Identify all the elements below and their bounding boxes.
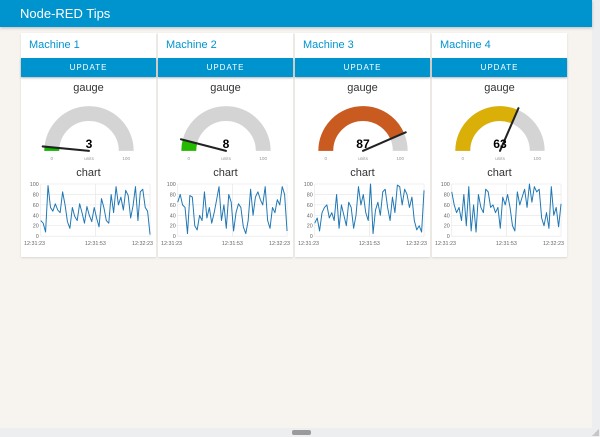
- svg-text:units: units: [84, 156, 94, 161]
- svg-text:60: 60: [307, 203, 313, 209]
- svg-text:12:31:23: 12:31:23: [24, 241, 45, 247]
- svg-text:100: 100: [122, 156, 130, 161]
- gauge-svg: 8 0 units 100: [179, 106, 271, 161]
- gauge-title: gauge: [347, 82, 378, 94]
- gauge-widget: 63 0 units 100: [432, 95, 567, 162]
- svg-text:40: 40: [444, 213, 450, 219]
- chart-title: chart: [487, 167, 512, 179]
- svg-text:8: 8: [222, 137, 229, 151]
- svg-text:20: 20: [33, 224, 39, 230]
- svg-text:12:31:23: 12:31:23: [435, 241, 456, 247]
- group-card-machine-4: Machine 4 UPDATE gauge 63 0 units 100 chart…: [432, 33, 567, 257]
- svg-text:12:31:53: 12:31:53: [496, 241, 517, 247]
- update-button[interactable]: UPDATE: [432, 58, 567, 77]
- chart-svg: 0 20 40 60 80 100 12:31:23 12:31:53 12:32:23: [24, 182, 153, 247]
- group-card-machine-2: Machine 2 UPDATE gauge 8 0 units 100 chart …: [158, 33, 293, 257]
- gauge-widget: 87 0 units 100: [295, 95, 430, 162]
- svg-text:40: 40: [307, 213, 313, 219]
- resize-grip-icon: [592, 429, 599, 436]
- gauge-widget: 3 0 units 100: [21, 95, 156, 162]
- svg-text:0: 0: [36, 234, 39, 240]
- svg-text:100: 100: [441, 182, 450, 188]
- group-card-machine-3: Machine 3 UPDATE gauge 87 0 units 100 chart…: [295, 33, 430, 257]
- svg-text:units: units: [495, 156, 505, 161]
- svg-text:100: 100: [396, 156, 404, 161]
- svg-text:0: 0: [461, 156, 464, 161]
- svg-text:12:32:23: 12:32:23: [269, 241, 290, 247]
- svg-text:63: 63: [493, 137, 507, 151]
- svg-text:100: 100: [259, 156, 267, 161]
- svg-text:80: 80: [307, 192, 313, 198]
- svg-text:0: 0: [50, 156, 53, 161]
- svg-text:80: 80: [444, 192, 450, 198]
- group-title: Machine 3: [303, 39, 354, 51]
- gauge-svg: 63 0 units 100: [454, 106, 545, 161]
- svg-text:units: units: [221, 156, 231, 161]
- chart-title: chart: [76, 167, 101, 179]
- chart-widget: 0 20 40 60 80 100 12:31:23 12:31:53 12:32:23: [21, 180, 156, 253]
- chart-svg: 0 20 40 60 80 100 12:31:23 12:31:53 12:32:23: [435, 182, 564, 247]
- svg-text:0: 0: [310, 234, 313, 240]
- vertical-scrollbar[interactable]: [592, 0, 600, 437]
- svg-text:40: 40: [33, 213, 39, 219]
- svg-text:12:32:23: 12:32:23: [132, 241, 153, 247]
- svg-text:100: 100: [167, 182, 176, 188]
- svg-text:12:31:23: 12:31:23: [161, 241, 182, 247]
- svg-text:100: 100: [30, 182, 39, 188]
- svg-text:0: 0: [447, 234, 450, 240]
- chart-widget: 0 20 40 60 80 100 12:31:23 12:31:53 12:32:23: [432, 180, 567, 253]
- group-title: Machine 4: [440, 39, 491, 51]
- chart-svg: 0 20 40 60 80 100 12:31:23 12:31:53 12:32:23: [161, 182, 290, 247]
- horizontal-scrollbar-thumb[interactable]: [292, 430, 311, 435]
- svg-text:12:32:23: 12:32:23: [406, 241, 427, 247]
- svg-text:80: 80: [170, 192, 176, 198]
- group-title: Machine 1: [29, 39, 80, 51]
- svg-text:40: 40: [170, 213, 176, 219]
- app-header: Node-RED Tips: [0, 0, 592, 27]
- svg-text:60: 60: [170, 203, 176, 209]
- horizontal-scrollbar[interactable]: [0, 428, 592, 437]
- update-button[interactable]: UPDATE: [158, 58, 293, 77]
- svg-text:60: 60: [444, 203, 450, 209]
- gauge-svg: 87 0 units 100: [317, 106, 408, 161]
- dashboard-content: Machine 1 UPDATE gauge 3 0 units 100 chart …: [21, 33, 567, 257]
- gauge-title: gauge: [210, 82, 241, 94]
- svg-text:0: 0: [187, 156, 190, 161]
- svg-text:12:31:53: 12:31:53: [222, 241, 243, 247]
- svg-text:100: 100: [304, 182, 313, 188]
- chart-title: chart: [213, 167, 238, 179]
- gauge-widget: 8 0 units 100: [158, 95, 293, 162]
- gauge-title: gauge: [73, 82, 104, 94]
- svg-text:20: 20: [307, 224, 313, 230]
- svg-text:12:32:23: 12:32:23: [543, 241, 564, 247]
- svg-text:12:31:23: 12:31:23: [298, 241, 319, 247]
- svg-text:0: 0: [324, 156, 327, 161]
- chart-widget: 0 20 40 60 80 100 12:31:23 12:31:53 12:32:23: [295, 180, 430, 253]
- svg-text:3: 3: [85, 137, 92, 151]
- chart-widget: 0 20 40 60 80 100 12:31:23 12:31:53 12:32:23: [158, 180, 293, 253]
- gauge-svg: 3 0 units 100: [41, 106, 134, 161]
- svg-text:60: 60: [33, 203, 39, 209]
- update-button[interactable]: UPDATE: [295, 58, 430, 77]
- svg-text:100: 100: [533, 156, 541, 161]
- gauge-title: gauge: [484, 82, 515, 94]
- update-button[interactable]: UPDATE: [21, 58, 156, 77]
- svg-text:20: 20: [170, 224, 176, 230]
- svg-text:0: 0: [173, 234, 176, 240]
- page-title: Node-RED Tips: [20, 6, 111, 21]
- chart-svg: 0 20 40 60 80 100 12:31:23 12:31:53 12:32:23: [298, 182, 427, 247]
- svg-text:12:31:53: 12:31:53: [85, 241, 106, 247]
- group-card-machine-1: Machine 1 UPDATE gauge 3 0 units 100 chart …: [21, 33, 156, 257]
- svg-text:80: 80: [33, 192, 39, 198]
- chart-title: chart: [350, 167, 375, 179]
- svg-text:87: 87: [356, 137, 370, 151]
- svg-text:12:31:53: 12:31:53: [359, 241, 380, 247]
- group-title: Machine 2: [166, 39, 217, 51]
- svg-text:units: units: [358, 156, 368, 161]
- svg-text:20: 20: [444, 224, 450, 230]
